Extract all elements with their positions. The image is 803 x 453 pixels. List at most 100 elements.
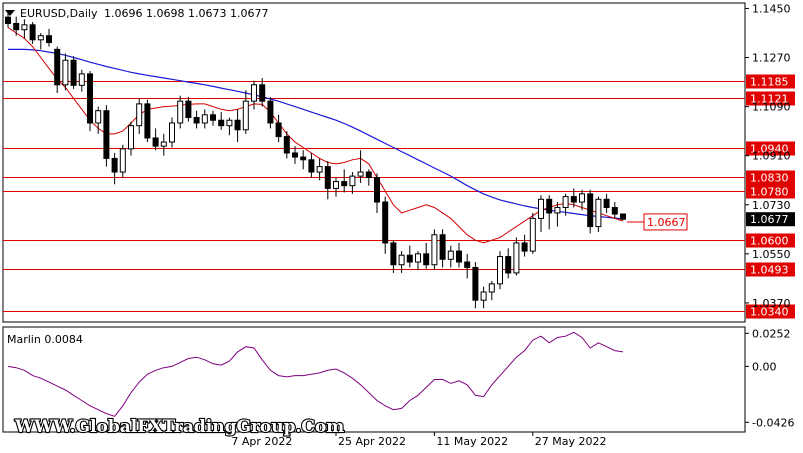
level-price-label: 1.1185 bbox=[750, 76, 789, 89]
candle bbox=[357, 150, 364, 183]
candle bbox=[54, 46, 61, 93]
candle bbox=[21, 19, 28, 39]
osc-y-tick-label: 0.0252 bbox=[752, 327, 791, 340]
candle bbox=[160, 133, 167, 156]
candle-body bbox=[611, 206, 618, 215]
candle-body bbox=[587, 193, 594, 228]
candle-body bbox=[415, 253, 421, 263]
candle bbox=[554, 202, 561, 227]
level-price-label: 1.0493 bbox=[750, 264, 789, 277]
candle-body bbox=[46, 35, 52, 44]
marlin-oscillator bbox=[7, 331, 624, 417]
candle-body bbox=[406, 254, 413, 263]
candle-body bbox=[480, 291, 487, 301]
candle bbox=[333, 177, 339, 197]
candle bbox=[111, 152, 118, 185]
candle-body bbox=[456, 250, 462, 263]
level-price-tag bbox=[746, 141, 795, 156]
candle bbox=[95, 106, 102, 134]
candle-body bbox=[210, 114, 216, 121]
candle-body bbox=[333, 181, 339, 189]
candle bbox=[210, 110, 216, 126]
candle-body bbox=[87, 73, 93, 124]
candle bbox=[226, 117, 233, 136]
candle-body bbox=[283, 136, 290, 154]
candle bbox=[538, 195, 544, 233]
candle-body bbox=[513, 242, 520, 274]
level-price-label: 1.0940 bbox=[750, 143, 789, 156]
level-price-tag bbox=[746, 170, 795, 185]
candle bbox=[185, 97, 192, 122]
candle-body bbox=[595, 198, 602, 228]
x-tick-label: 27 May 2022 bbox=[535, 435, 607, 448]
candle bbox=[300, 150, 307, 170]
candle-body bbox=[374, 176, 380, 203]
candle-body bbox=[234, 119, 241, 131]
collapse-arrow-icon[interactable] bbox=[5, 10, 15, 16]
level-price-tag bbox=[746, 304, 795, 319]
candle-body bbox=[259, 84, 266, 102]
y-tick-label: 1.1090 bbox=[752, 101, 791, 114]
candle bbox=[267, 97, 274, 129]
candle-body bbox=[423, 253, 430, 266]
level-price-tag bbox=[746, 91, 795, 106]
candle bbox=[177, 95, 184, 129]
candle-body bbox=[21, 24, 28, 31]
candle bbox=[382, 196, 389, 254]
candle-body bbox=[521, 242, 528, 252]
candle bbox=[562, 193, 569, 216]
candle-body bbox=[382, 201, 389, 244]
candle-body bbox=[37, 35, 44, 41]
current-price-label: 1.0677 bbox=[750, 213, 789, 226]
marker-price-box[interactable] bbox=[643, 213, 688, 231]
candle-body bbox=[13, 22, 20, 31]
level-price-tag bbox=[746, 184, 795, 199]
candle-body bbox=[177, 100, 184, 124]
candle-body bbox=[546, 198, 553, 214]
candle bbox=[259, 77, 266, 107]
main-price-pane[interactable] bbox=[2, 2, 746, 323]
candle bbox=[275, 114, 282, 143]
candle bbox=[529, 212, 536, 254]
candle-body bbox=[472, 266, 479, 301]
y-tick-label: 1.0370 bbox=[752, 297, 791, 310]
candle bbox=[513, 237, 520, 276]
candle-body bbox=[570, 196, 577, 203]
candle-body bbox=[554, 206, 561, 214]
candle-body bbox=[497, 256, 503, 285]
candle bbox=[136, 98, 143, 134]
candle-body bbox=[160, 141, 167, 147]
candle-body bbox=[95, 110, 102, 124]
candle-body bbox=[267, 100, 274, 124]
candle bbox=[13, 16, 20, 36]
candle bbox=[201, 109, 208, 129]
candle-body bbox=[365, 171, 372, 178]
indicator-pane[interactable] bbox=[2, 326, 746, 433]
marker-price-label: 1.0667 bbox=[647, 216, 686, 229]
candle-body bbox=[505, 256, 512, 274]
level-price-tag bbox=[746, 74, 795, 89]
candle-body bbox=[119, 148, 126, 173]
candle bbox=[505, 248, 512, 279]
x-tick-label: 11 May 2022 bbox=[436, 435, 508, 448]
candle bbox=[447, 245, 454, 268]
candle bbox=[234, 109, 241, 143]
candle bbox=[251, 80, 257, 110]
candle-body bbox=[398, 254, 405, 266]
candle-body bbox=[308, 159, 315, 173]
candle-body bbox=[292, 152, 298, 158]
candle bbox=[292, 146, 298, 164]
candle bbox=[218, 112, 225, 130]
candle bbox=[119, 144, 126, 178]
candle bbox=[144, 99, 151, 143]
indicator-pane-frame bbox=[2, 326, 746, 433]
candle-body bbox=[70, 59, 77, 86]
candle-body bbox=[29, 24, 36, 41]
current-price-tag bbox=[746, 212, 795, 227]
candle bbox=[365, 169, 372, 186]
candle bbox=[611, 202, 618, 219]
candle bbox=[431, 229, 438, 271]
osc-y-tick-label: -0.0426 bbox=[752, 416, 794, 429]
